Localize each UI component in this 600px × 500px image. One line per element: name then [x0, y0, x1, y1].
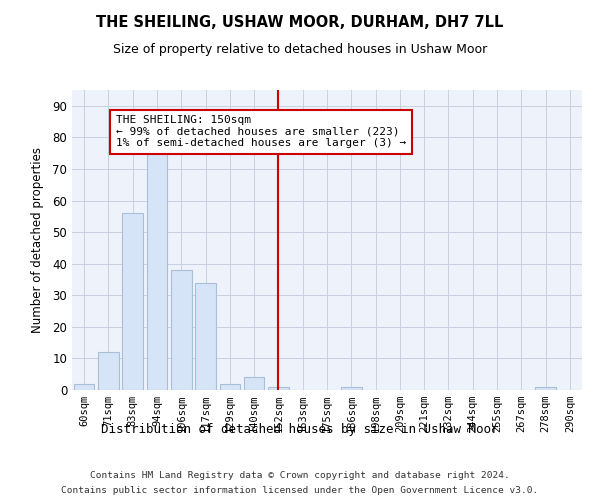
Text: Size of property relative to detached houses in Ushaw Moor: Size of property relative to detached ho…: [113, 42, 487, 56]
Bar: [74, 384, 94, 390]
Bar: [268, 387, 289, 390]
Bar: [98, 352, 119, 390]
Bar: [146, 150, 167, 390]
Bar: [535, 387, 556, 390]
Bar: [195, 282, 216, 390]
Text: Contains public sector information licensed under the Open Government Licence v3: Contains public sector information licen…: [61, 486, 539, 495]
Text: Contains HM Land Registry data © Crown copyright and database right 2024.: Contains HM Land Registry data © Crown c…: [90, 471, 510, 480]
Bar: [220, 384, 240, 390]
Bar: [341, 387, 362, 390]
Bar: [122, 213, 143, 390]
Y-axis label: Number of detached properties: Number of detached properties: [31, 147, 44, 333]
Text: THE SHEILING: 150sqm
← 99% of detached houses are smaller (223)
1% of semi-detac: THE SHEILING: 150sqm ← 99% of detached h…: [116, 116, 406, 148]
Text: Distribution of detached houses by size in Ushaw Moor: Distribution of detached houses by size …: [101, 422, 499, 436]
Bar: [171, 270, 191, 390]
Text: THE SHEILING, USHAW MOOR, DURHAM, DH7 7LL: THE SHEILING, USHAW MOOR, DURHAM, DH7 7L…: [97, 15, 503, 30]
Bar: [244, 378, 265, 390]
